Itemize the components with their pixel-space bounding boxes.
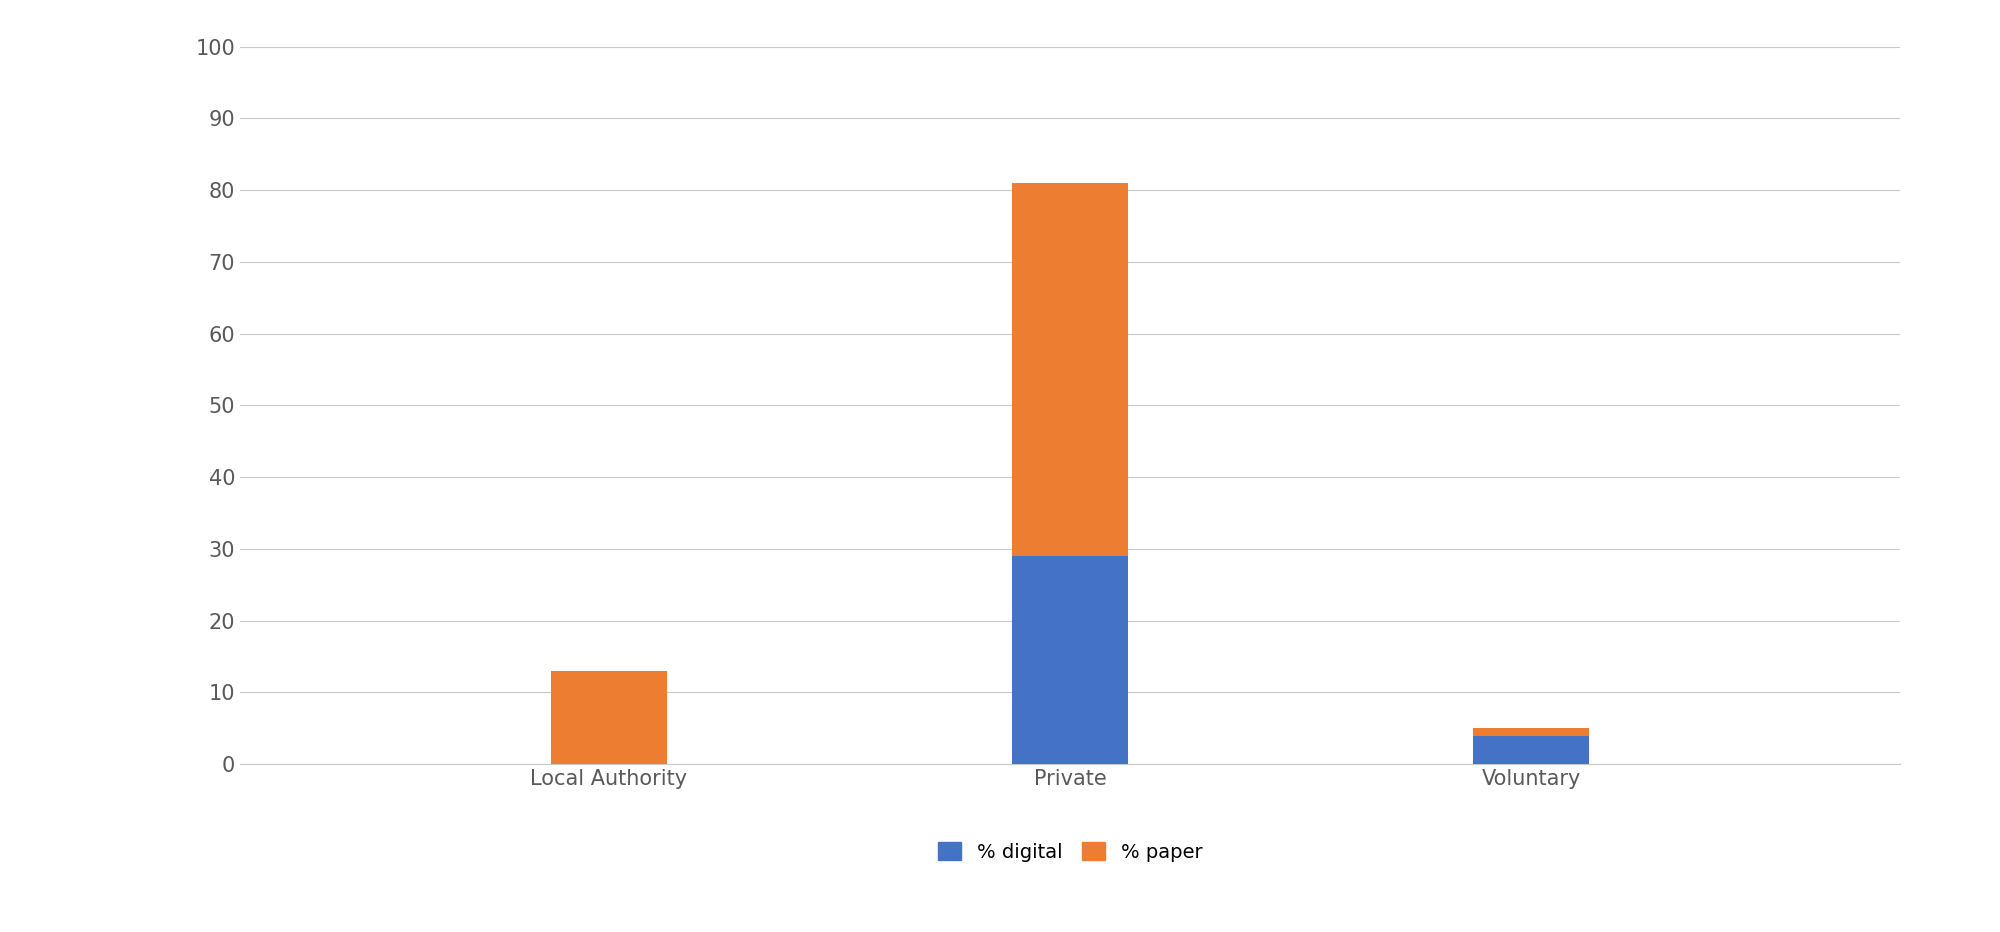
Bar bbox=[1012, 556, 1128, 764]
Bar bbox=[1474, 729, 1588, 735]
Bar bbox=[1012, 183, 1128, 556]
Legend: % digital, % paper: % digital, % paper bbox=[930, 834, 1210, 870]
Bar bbox=[552, 671, 666, 764]
Bar bbox=[1474, 735, 1588, 764]
